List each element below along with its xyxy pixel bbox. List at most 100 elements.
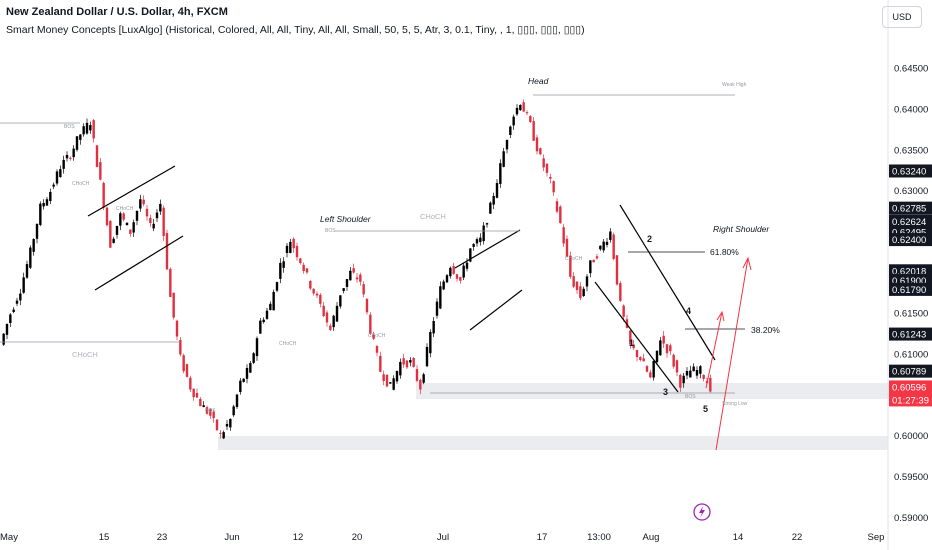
candle-body — [682, 375, 685, 384]
candle-body — [652, 361, 655, 378]
candle-body — [572, 276, 575, 287]
fib-382-label: 38.20% — [751, 325, 780, 335]
candle-body — [669, 345, 672, 352]
candle-body — [492, 195, 495, 205]
candle-body — [709, 377, 712, 392]
currency-selector[interactable]: USD — [882, 6, 922, 28]
candle-body — [439, 286, 442, 309]
price-label-box — [889, 364, 932, 378]
candle-body — [229, 418, 232, 428]
candle-body — [59, 169, 62, 178]
candle-body — [9, 314, 12, 324]
wedge-upper[interactable] — [619, 204, 716, 361]
time-tick-label: Jun — [224, 532, 239, 543]
candle-body — [239, 380, 242, 393]
wave-point-2: 2 — [647, 234, 652, 244]
price-tick-label: 0.60000 — [894, 431, 928, 442]
candle-body — [99, 162, 102, 180]
lightning-icon[interactable] — [693, 503, 711, 521]
candle-body — [55, 171, 59, 184]
price-label-box — [889, 327, 932, 341]
candle-body — [555, 201, 559, 212]
time-axis[interactable]: May 15 23 Jun 12 20 Jul 17 13:00 Aug 14 22 Sep — [0, 532, 884, 543]
candle-body — [192, 388, 195, 398]
candle-body — [385, 374, 389, 387]
candle-body — [249, 363, 252, 373]
candle-body — [189, 377, 192, 390]
channel-1-upper[interactable] — [87, 165, 176, 217]
candle-body — [559, 206, 562, 224]
candle-body — [479, 237, 482, 243]
candle-body — [132, 222, 135, 233]
candle-body — [355, 277, 359, 280]
candle-body — [689, 370, 692, 378]
candle-body — [545, 163, 549, 173]
choch-small-3: CHoCH — [368, 333, 386, 339]
time-tick-label: 17 — [537, 532, 548, 543]
choch-small-5: CHoCH — [279, 341, 297, 347]
channel-2-upper[interactable] — [454, 229, 521, 269]
candle-body — [242, 378, 245, 382]
candle-body — [149, 217, 152, 224]
candle-body — [112, 238, 115, 243]
projection-arrow[interactable] — [705, 256, 752, 451]
candle-body — [279, 262, 282, 279]
candle-body — [322, 305, 325, 317]
candle-body — [62, 159, 65, 169]
candle-body — [675, 360, 679, 373]
candle-body — [595, 256, 599, 259]
candle-body — [269, 303, 272, 311]
candle-body — [419, 380, 422, 390]
channel-1-lower[interactable] — [94, 235, 184, 291]
candle-body — [319, 294, 322, 304]
choch-label-left: CHoCH — [72, 350, 98, 359]
candle-body — [499, 163, 502, 184]
wave-point-1: 1 — [629, 338, 634, 348]
time-tick-label: Jul — [437, 532, 449, 543]
candle-body — [612, 234, 615, 259]
price-tick-label: 0.59500 — [894, 472, 928, 483]
candle-body — [525, 112, 529, 114]
candle-body — [222, 432, 225, 439]
candle-body — [542, 158, 545, 168]
candle-body — [629, 330, 632, 345]
price-tick-label: 0.64000 — [894, 104, 928, 115]
pattern-lines[interactable] — [87, 165, 716, 393]
time-tick-label: 13:00 — [587, 532, 611, 543]
price-label-box — [889, 164, 932, 178]
price-label: 0.62495 — [892, 227, 926, 238]
candle-body — [202, 405, 205, 408]
time-tick-label: 15 — [99, 532, 110, 543]
candle-body — [429, 332, 432, 354]
candle-body — [185, 364, 189, 377]
candle-body — [415, 369, 419, 381]
candle-body — [122, 213, 125, 220]
candle-body — [549, 176, 552, 179]
candle-body — [532, 121, 535, 141]
time-tick-label: 14 — [733, 532, 744, 543]
candle-body — [209, 409, 212, 416]
candle-body — [265, 310, 269, 319]
choch-small-2: CHoCH — [116, 206, 134, 212]
structure-lines — [0, 94, 745, 394]
candle-body — [469, 248, 472, 262]
wedge-lower[interactable] — [594, 281, 679, 393]
candle-body — [659, 340, 662, 356]
candle-body — [39, 203, 42, 225]
candle-body — [552, 181, 555, 193]
candle-body — [135, 210, 139, 221]
price-label-box — [889, 214, 932, 228]
candle-body — [485, 223, 489, 225]
channel-2-lower[interactable] — [469, 289, 523, 331]
indicator-legend[interactable]: Smart Money Concepts [LuxAlgo] (Historic… — [6, 24, 585, 36]
candle-body — [592, 259, 595, 263]
time-tick-label: 20 — [352, 532, 363, 543]
candle-body — [49, 191, 52, 201]
candle-body — [302, 264, 305, 272]
candle-body — [402, 358, 405, 365]
wave-point-5: 5 — [703, 404, 708, 414]
candle-body — [105, 207, 109, 226]
candle-body — [235, 394, 239, 407]
candle-body — [335, 305, 339, 322]
